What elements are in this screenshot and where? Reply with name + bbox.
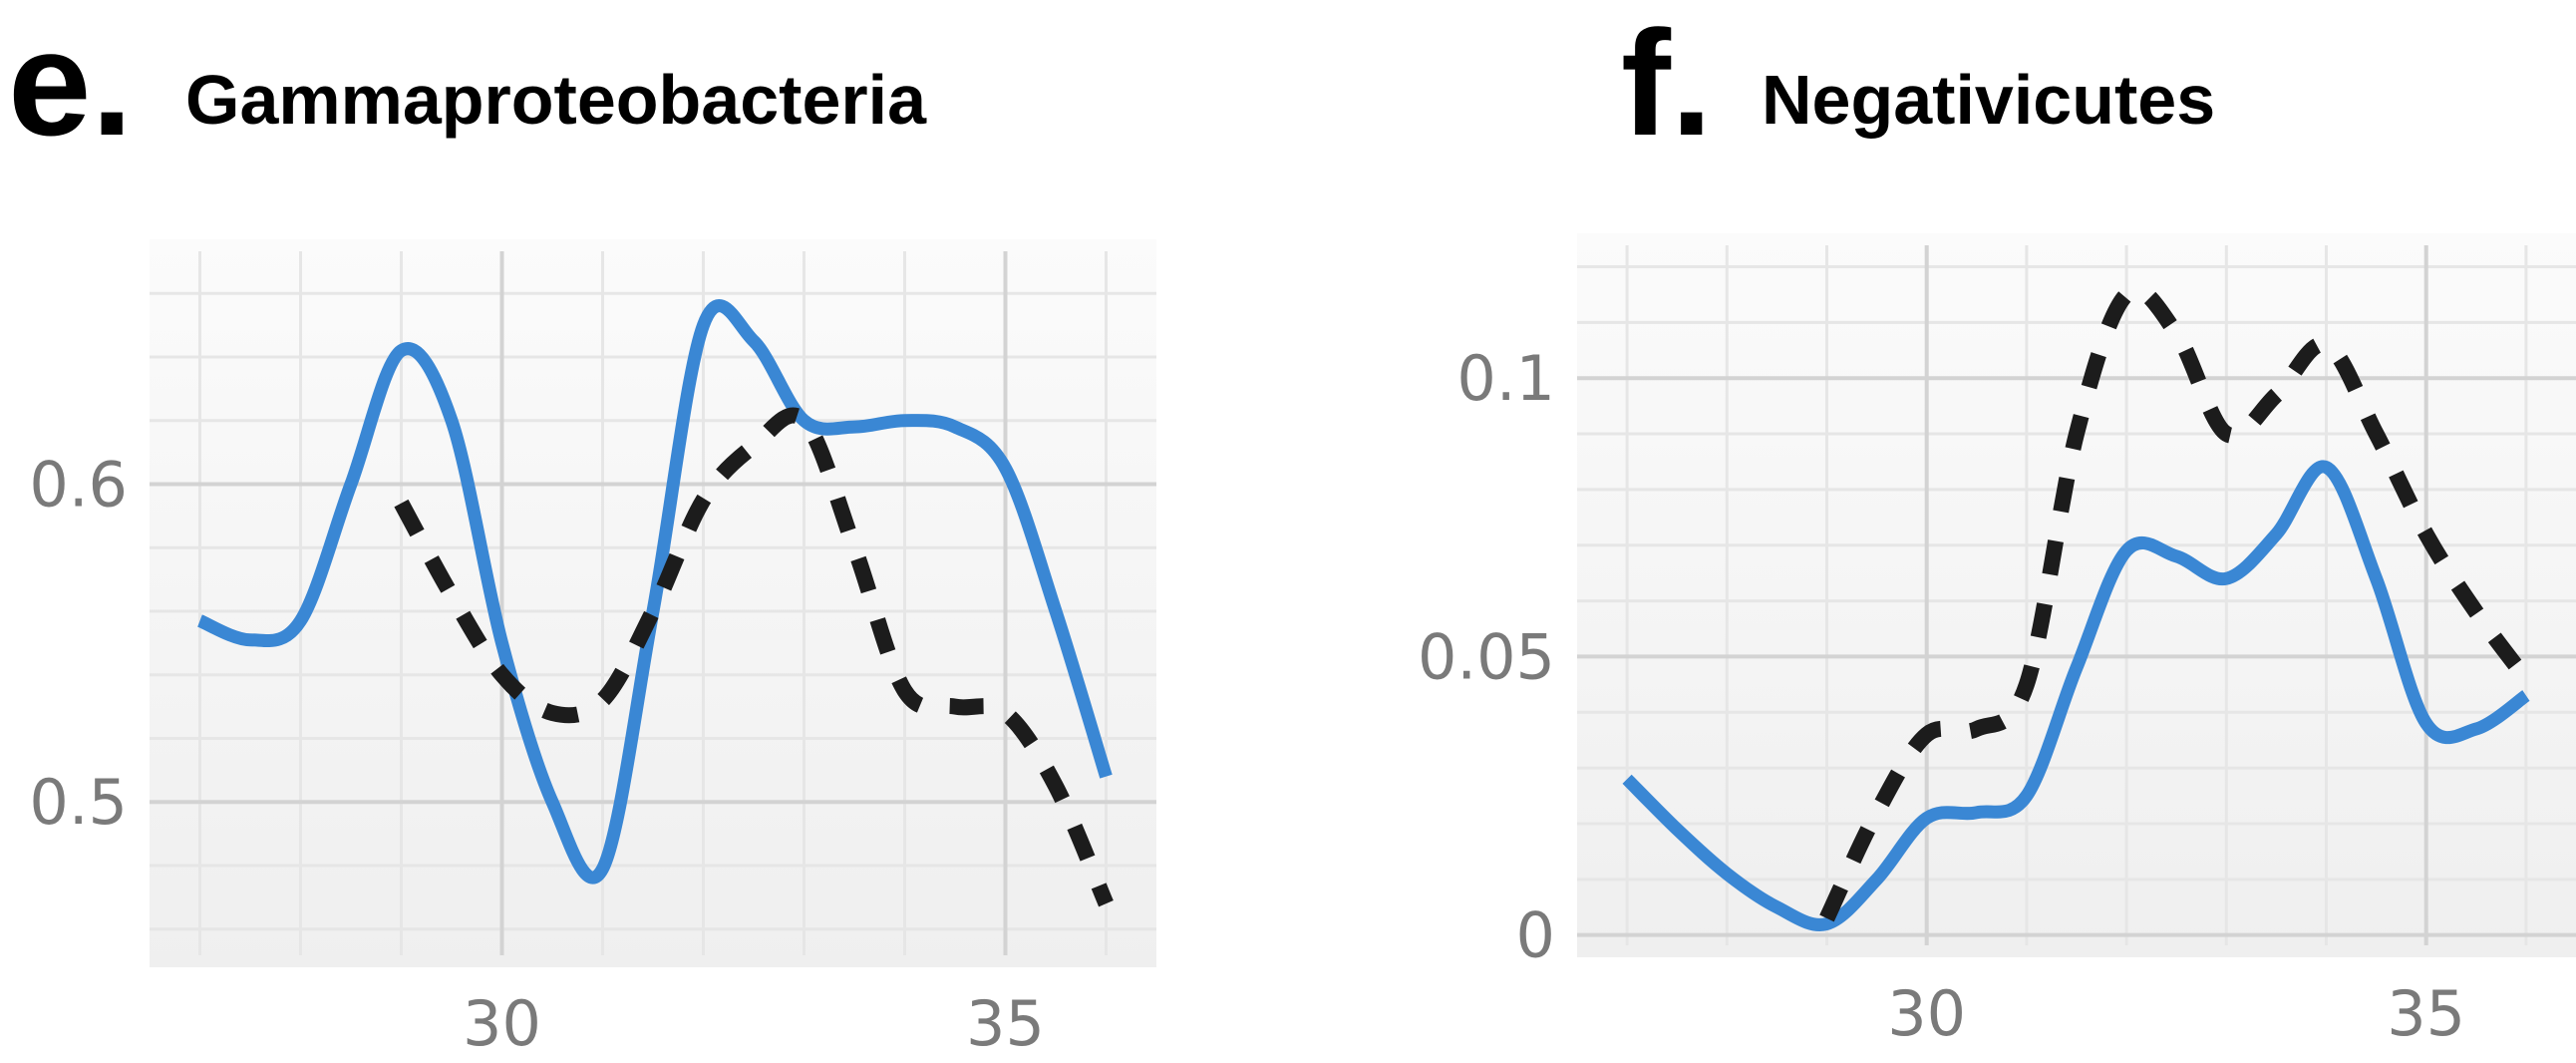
y-tick-label: 0.05 (1418, 620, 1555, 693)
chart-title: Gammaproteobacteria (185, 61, 927, 139)
y-tick-label: 0 (1516, 899, 1555, 972)
x-tick-label: 30 (1887, 977, 1966, 1050)
chart-panel-f: f. Negativicutes 30 35 0 0.05 0.1 (1288, 0, 2576, 1063)
x-tick-label: 30 (463, 987, 541, 1060)
plot-background (1577, 233, 2576, 957)
series-line-dashed (1819, 281, 2533, 922)
series-line-dashed (394, 407, 1114, 907)
plot-area: 30 35 0.5 0.6 (29, 239, 1156, 1060)
y-tick-label: 0.6 (29, 448, 128, 521)
y-tick-label: 0.5 (29, 766, 128, 839)
panel-letter: f. (1621, 0, 1713, 167)
chart-panel-e: e. Gammaproteobacteria 30 35 0.5 0.6 (8, 0, 1156, 1060)
y-tick-label: 0.1 (1456, 342, 1555, 415)
series-line-solid (196, 299, 1113, 885)
chart-title: Negativicutes (1762, 61, 2216, 139)
x-tick-label: 35 (966, 987, 1045, 1060)
series-line-solid (1622, 460, 2530, 931)
plot-area: 30 35 0 0.05 0.1 (1418, 233, 2576, 1050)
x-tick-label: 35 (2387, 977, 2465, 1050)
panel-letter: e. (8, 0, 134, 167)
